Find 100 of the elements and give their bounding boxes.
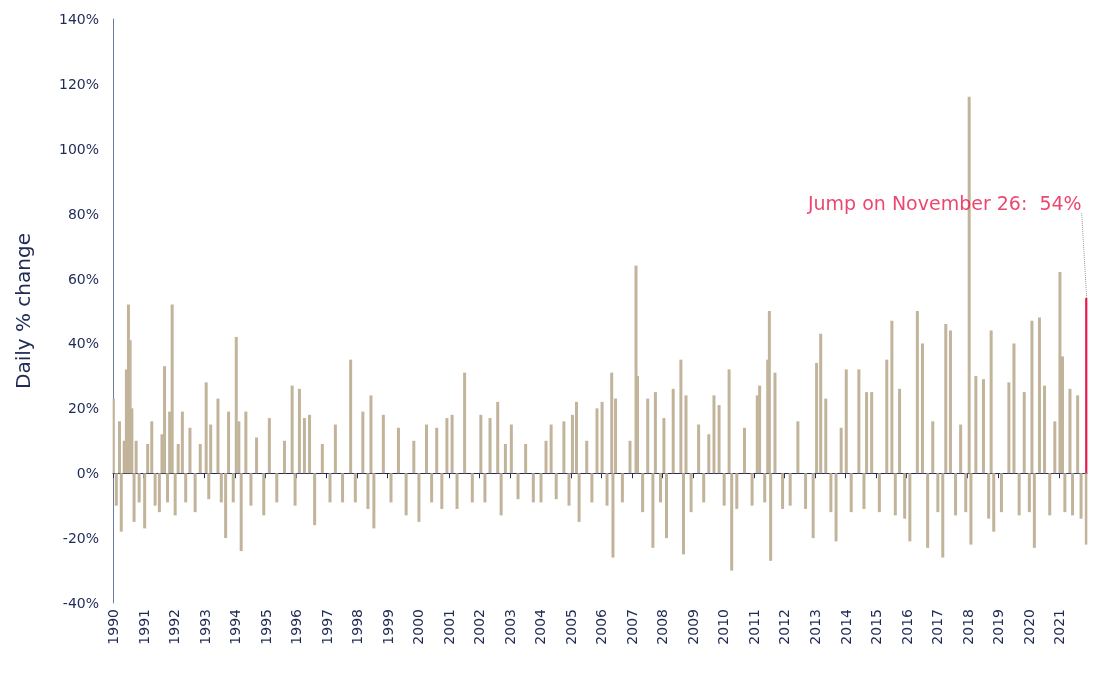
bar <box>944 323 948 474</box>
bar <box>890 320 894 474</box>
bar <box>1053 421 1057 474</box>
bar <box>819 333 823 474</box>
bar <box>425 424 429 474</box>
bar <box>114 473 118 506</box>
bar <box>908 473 912 542</box>
x-tick-label: 1996 <box>288 608 305 645</box>
bar <box>333 424 337 474</box>
bar <box>651 473 655 548</box>
bar <box>600 401 604 474</box>
bar <box>496 401 500 474</box>
bar <box>697 424 701 474</box>
bar <box>396 427 400 474</box>
x-tick-label: 1990 <box>105 609 121 645</box>
bar <box>372 473 376 529</box>
bar <box>224 473 228 539</box>
bar <box>163 366 167 474</box>
x-tick-label: 1999 <box>379 609 396 645</box>
bar <box>1048 473 1052 516</box>
bar <box>659 473 662 503</box>
bar <box>1017 473 1021 516</box>
x-tick-label: 2003 <box>501 609 518 645</box>
bar <box>488 418 492 474</box>
bar <box>381 414 385 474</box>
bar <box>539 473 543 503</box>
bar <box>575 401 579 474</box>
bar <box>1076 395 1080 474</box>
bar <box>239 473 243 552</box>
x-tick-label: 2020 <box>1020 609 1037 645</box>
bar <box>862 473 866 509</box>
bar <box>231 473 235 503</box>
bar <box>628 440 632 474</box>
annotation: Jump on November 26: 54% <box>806 192 1082 215</box>
bar <box>844 369 848 474</box>
bar <box>302 418 306 474</box>
bar <box>1007 382 1011 474</box>
bar <box>829 473 833 513</box>
bar <box>646 398 650 474</box>
x-tick-label: 1991 <box>135 609 152 645</box>
bar <box>463 372 467 474</box>
bar <box>479 414 483 474</box>
y-tick-label: 120% <box>58 75 99 92</box>
bar <box>361 411 365 474</box>
bar <box>717 405 721 474</box>
bar <box>915 311 919 474</box>
x-tick-label: 2021 <box>1051 609 1068 645</box>
bar <box>742 427 746 474</box>
x-tick-label: 2010 <box>715 609 732 645</box>
bar <box>531 473 535 503</box>
y-tick-label: 60% <box>67 270 99 287</box>
x-tick-label: 2006 <box>593 608 610 645</box>
bar <box>308 414 312 474</box>
bar <box>788 473 792 506</box>
bar <box>1058 272 1062 474</box>
x-tick-label: 2008 <box>654 609 671 645</box>
bar <box>366 473 370 509</box>
bar <box>143 473 147 529</box>
bar <box>1071 473 1075 516</box>
bar <box>549 424 553 474</box>
bar <box>440 473 444 509</box>
x-tick-label: 2005 <box>562 609 579 645</box>
bar <box>170 304 174 474</box>
bar <box>999 473 1003 513</box>
bar <box>193 473 197 513</box>
bar <box>188 427 192 474</box>
x-tick-label: 2011 <box>745 609 762 645</box>
bar <box>267 418 271 474</box>
x-tick-label: 2007 <box>623 609 640 645</box>
y-tick-label: 100% <box>58 140 99 157</box>
bar <box>412 440 416 474</box>
bar <box>227 411 231 474</box>
x-tick-label: 2009 <box>684 609 701 645</box>
x-tick-label: 2019 <box>990 609 1007 645</box>
bar <box>150 421 154 474</box>
bar <box>483 473 487 503</box>
bar <box>255 437 259 474</box>
bar <box>1085 298 1088 474</box>
bar <box>824 398 828 474</box>
bar <box>702 473 706 503</box>
bar <box>605 473 609 506</box>
bar <box>282 440 286 474</box>
bar <box>898 388 902 474</box>
bar <box>249 473 253 506</box>
bar <box>262 473 266 516</box>
bar <box>1012 343 1016 474</box>
bar <box>198 444 202 474</box>
bar <box>941 473 945 558</box>
bar <box>689 473 693 513</box>
bar <box>1032 473 1036 548</box>
bar <box>1079 473 1083 519</box>
bar <box>275 473 279 503</box>
bar <box>445 418 449 474</box>
bar <box>839 427 843 474</box>
bar <box>1022 392 1026 474</box>
bar <box>369 395 373 474</box>
y-tick-label: 0% <box>76 465 99 482</box>
bar <box>750 473 754 506</box>
x-tick-label: 2013 <box>807 609 824 645</box>
bar <box>620 473 624 503</box>
